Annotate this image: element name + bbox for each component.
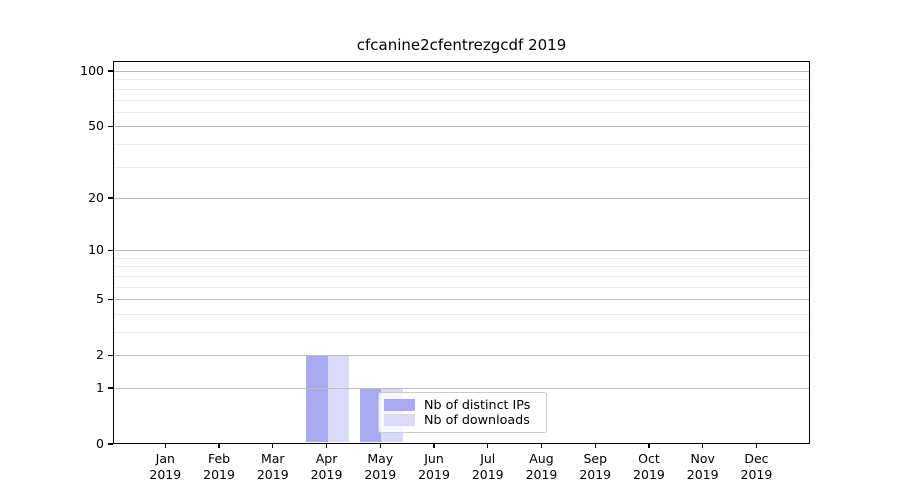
x-tick-month: Apr xyxy=(315,451,338,466)
x-axis-tick xyxy=(594,443,596,448)
x-tick-year: 2019 xyxy=(633,467,665,482)
gridline-minor xyxy=(114,166,809,168)
y-tick-label: 20 xyxy=(88,189,104,205)
x-tick-label: Jan 2019 xyxy=(135,451,195,483)
x-tick-year: 2019 xyxy=(579,467,612,482)
legend-item-distinct-ips: Nb of distinct IPs xyxy=(384,398,538,412)
x-axis-tick xyxy=(272,443,274,448)
legend-label-downloads: Nb of downloads xyxy=(424,412,530,427)
gridline-minor xyxy=(114,88,809,90)
x-tick-year: 2019 xyxy=(471,467,504,482)
legend-swatch-distinct-ips xyxy=(384,398,415,412)
gridline-minor xyxy=(114,143,809,145)
legend-item-downloads: Nb of downloads xyxy=(384,413,538,427)
gridline-minor xyxy=(114,99,809,101)
y-tick-label: 100 xyxy=(80,63,104,79)
x-tick-year: 2019 xyxy=(418,467,450,482)
x-tick-month: Nov xyxy=(690,451,715,466)
x-axis-tick xyxy=(218,443,220,448)
y-axis-tick xyxy=(108,354,113,356)
y-axis-tick xyxy=(108,387,113,389)
gridline-major xyxy=(114,250,809,252)
y-axis-tick xyxy=(108,197,113,199)
x-tick-month: May xyxy=(367,451,394,466)
x-axis-tick xyxy=(325,443,328,448)
legend: Nb of distinct IPs Nb of downloads xyxy=(378,392,547,433)
x-axis-tick xyxy=(702,443,704,448)
y-axis-tick xyxy=(108,249,113,251)
x-tick-month: Jul xyxy=(480,451,496,466)
x-axis-tick xyxy=(433,443,435,448)
y-axis-tick xyxy=(108,298,113,300)
gridline-minor xyxy=(114,266,809,268)
gridline-minor xyxy=(114,79,809,81)
x-axis-tick xyxy=(164,443,166,448)
x-tick-year: 2019 xyxy=(310,467,343,482)
x-tick-month: Sep xyxy=(583,451,607,466)
x-tick-month: Mar xyxy=(260,451,285,466)
x-tick-month: Aug xyxy=(529,451,554,466)
x-tick-year: 2019 xyxy=(686,467,719,482)
bar-distinct-ips-apr xyxy=(306,355,328,443)
gridline-minor xyxy=(114,313,809,315)
x-tick-label: Jul 2019 xyxy=(458,451,518,483)
x-tick-label: Jun 2019 xyxy=(404,451,464,483)
gridline-minor xyxy=(114,331,809,333)
x-tick-label: Mar 2019 xyxy=(243,451,303,483)
x-tick-year: 2019 xyxy=(149,467,182,482)
gridline-major xyxy=(114,355,809,357)
y-axis-tick xyxy=(108,443,113,445)
y-tick-label: 10 xyxy=(88,242,104,258)
x-tick-month: Dec xyxy=(744,451,769,466)
x-axis-tick xyxy=(487,443,489,448)
x-tick-year: 2019 xyxy=(740,467,773,482)
x-axis-tick xyxy=(755,443,758,448)
x-tick-label: Aug 2019 xyxy=(511,451,571,483)
chart-title: cfcanine2cfentrezgcdf 2019 xyxy=(356,36,567,54)
x-tick-month: Jun xyxy=(424,451,444,466)
x-tick-month: Jan xyxy=(155,451,175,466)
x-tick-label: Feb 2019 xyxy=(189,451,249,483)
gridline-major xyxy=(114,126,809,128)
x-tick-label: May 2019 xyxy=(350,451,410,483)
x-tick-label: Oct 2019 xyxy=(619,451,679,483)
bar-distinct-ips-may xyxy=(359,387,382,443)
plot-area xyxy=(113,61,810,444)
y-tick-label: 2 xyxy=(96,347,104,363)
gridline-minor xyxy=(114,111,809,113)
x-tick-label: Nov 2019 xyxy=(673,451,733,483)
x-axis-tick xyxy=(379,443,381,448)
gridline-minor xyxy=(114,257,809,259)
y-tick-label: 0 xyxy=(96,436,104,451)
gridline-major xyxy=(114,299,809,301)
x-tick-month: Oct xyxy=(638,451,660,466)
y-axis-tick xyxy=(108,125,113,127)
x-tick-year: 2019 xyxy=(256,467,289,482)
x-tick-year: 2019 xyxy=(203,467,235,482)
x-tick-label: Sep 2019 xyxy=(565,451,625,483)
bar-downloads-apr xyxy=(327,355,350,443)
y-tick-label: 1 xyxy=(96,379,104,395)
gridline-major xyxy=(114,71,809,73)
x-tick-year: 2019 xyxy=(525,467,558,482)
legend-swatch-downloads xyxy=(384,413,415,427)
y-tick-label: 5 xyxy=(96,291,104,307)
x-tick-label: Dec 2019 xyxy=(726,451,786,483)
x-axis-tick xyxy=(648,443,650,448)
legend-label-distinct-ips: Nb of distinct IPs xyxy=(424,397,531,412)
x-tick-month: Feb xyxy=(207,451,231,466)
gridline-minor xyxy=(114,275,809,277)
y-axis-tick xyxy=(108,70,113,72)
x-tick-label: Apr 2019 xyxy=(297,451,357,483)
x-tick-year: 2019 xyxy=(364,467,397,482)
y-tick-label: 50 xyxy=(88,118,104,134)
gridline-minor xyxy=(114,286,809,288)
gridline-major xyxy=(114,387,809,389)
gridline-major xyxy=(114,197,809,199)
x-axis-tick xyxy=(540,443,543,448)
